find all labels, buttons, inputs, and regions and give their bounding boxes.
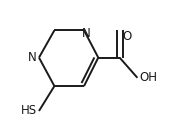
Text: O: O <box>122 30 131 43</box>
Text: N: N <box>82 27 91 40</box>
Text: HS: HS <box>21 105 37 117</box>
Text: N: N <box>28 51 37 64</box>
Text: OH: OH <box>140 71 158 84</box>
